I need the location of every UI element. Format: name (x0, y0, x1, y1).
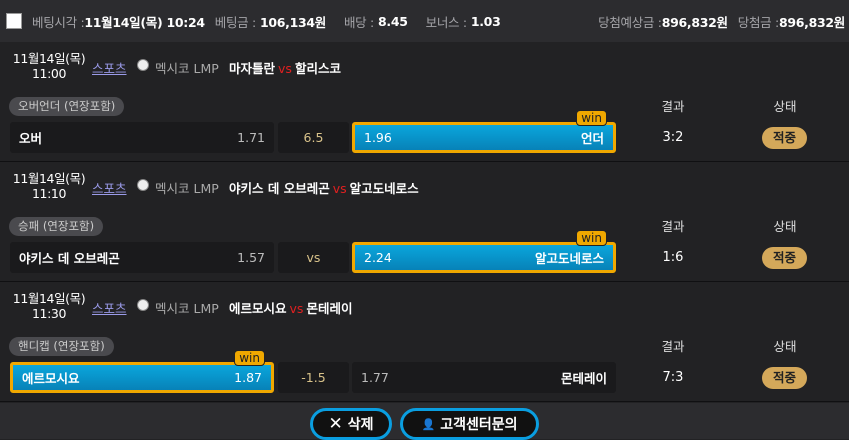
handicap-value: -1.5 (278, 362, 349, 393)
status-badge: 적중 (762, 367, 807, 389)
match-date: 11월14일(목) (12, 171, 86, 186)
match-result: 1:6 (662, 250, 684, 265)
odds: 8.45 (377, 13, 408, 29)
delete-label: 삭제 (347, 417, 374, 433)
bet-item: 11월14일(목) 11:10 스포츠 멕시코 LMP 야키스 데 오브레곤 vs 알… (0, 162, 849, 282)
right-option-name: 몬테레이 (560, 371, 607, 386)
left-option[interactable]: win 에르모시요 1.87 (10, 350, 274, 393)
vs-label: vs (332, 181, 347, 196)
bet-amount-label: 베팅금 : (214, 14, 256, 30)
right-option-odds: 1.96 (364, 130, 392, 145)
select-checkbox[interactable] (6, 13, 22, 29)
handicap-value: vs (278, 242, 349, 273)
match-result: 7:3 (662, 370, 684, 385)
left-option-name: 오버 (19, 131, 43, 146)
home-team: 야키스 데 오브레곤 (229, 181, 330, 196)
handicap-value: 6.5 (278, 122, 349, 153)
home-team: 에르모시요 (229, 301, 287, 316)
baseball-icon (137, 59, 149, 71)
status-badge: 적중 (762, 127, 807, 149)
status-header: 상태 (773, 219, 797, 234)
status-header: 상태 (773, 339, 797, 354)
baseball-icon (137, 299, 149, 311)
match-date: 11월14일(목) (12, 51, 86, 66)
delete-button[interactable]: ✕ 삭제 (310, 408, 392, 440)
match-date: 11월14일(목) (12, 291, 86, 306)
close-icon: ✕ (328, 414, 343, 434)
result-header: 결과 (661, 339, 685, 354)
bet-amount: 106,134원 (259, 14, 326, 30)
bet-time-label: 베팅시각 : (32, 14, 85, 30)
left-option-odds: 1.57 (237, 250, 265, 265)
left-option-odds: 1.71 (237, 130, 265, 145)
match-datetime: 11월14일(목) 11:10 (12, 171, 86, 201)
support-label: 고객센터문의 (440, 417, 518, 433)
status-header: 상태 (773, 99, 797, 114)
customer-support-button[interactable]: 👤 고객센터문의 (400, 408, 539, 440)
bet-item: 11월14일(목) 11:00 스포츠 멕시코 LMP 마자틀란 vs 할리스코 오버… (0, 42, 849, 162)
market-type: 승패 (연장포함) (9, 217, 104, 236)
match-teams: 에르모시요 vs 몬테레이 (229, 298, 352, 317)
away-team: 할리스코 (294, 61, 341, 76)
bet-item: 11월14일(목) 11:30 스포츠 멕시코 LMP 에르모시요 vs 몬테레이 핸… (0, 282, 849, 402)
market-type: 핸디캡 (연장포함) (9, 337, 114, 356)
right-option-odds: 1.77 (361, 370, 389, 385)
status-badge: 적중 (762, 247, 807, 269)
left-option[interactable]: 오버 1.71 (10, 122, 274, 153)
away-team: 알고도네로스 (349, 181, 419, 196)
win-badge: win (234, 350, 265, 366)
sport-link[interactable]: 스포츠 (92, 61, 127, 76)
expected-win: 896,832원 (661, 14, 728, 30)
vs-label: vs (289, 301, 304, 316)
right-option[interactable]: win 2.24 알고도네로스 (352, 230, 616, 273)
sport-link[interactable]: 스포츠 (92, 181, 127, 196)
agent-icon: 👤 (421, 417, 436, 431)
match-teams: 야키스 데 오브레곤 vs 알고도네로스 (229, 178, 419, 197)
right-option[interactable]: win 1.96 언더 (352, 110, 616, 153)
match-time: 11:30 (31, 306, 67, 321)
right-option-name: 언더 (580, 131, 604, 146)
market-type: 오버언더 (연장포함) (9, 97, 125, 116)
league-name: 멕시코 LMP (155, 301, 219, 316)
win-badge: win (576, 110, 607, 126)
baseball-icon (137, 179, 149, 191)
bet-time: 11월14일(목) 10:24 (84, 14, 205, 30)
right-option-name: 알고도네로스 (534, 251, 604, 266)
result-header: 결과 (661, 99, 685, 114)
match-time: 11:00 (31, 66, 67, 81)
right-option-odds: 2.24 (364, 250, 392, 265)
match-teams: 마자틀란 vs 할리스코 (229, 58, 341, 77)
match-datetime: 11월14일(목) 11:00 (12, 51, 86, 81)
left-option-name: 야키스 데 오브레곤 (19, 251, 120, 266)
result-header: 결과 (661, 219, 685, 234)
won-amount: 896,832원 (778, 14, 845, 30)
expected-win-label: 당첨예상금 : (598, 14, 662, 30)
left-option-odds: 1.87 (234, 370, 262, 385)
right-option[interactable]: 1.77 몬테레이 (352, 362, 616, 393)
league-name: 멕시코 LMP (155, 181, 219, 196)
sport-link[interactable]: 스포츠 (92, 301, 127, 316)
away-team: 몬테레이 (306, 301, 353, 316)
left-option-name: 에르모시요 (22, 371, 80, 386)
footer: ✕ 삭제 👤 고객센터문의 (0, 403, 849, 440)
match-result: 3:2 (662, 130, 684, 145)
home-team: 마자틀란 (229, 61, 276, 76)
match-datetime: 11월14일(목) 11:30 (12, 291, 86, 321)
match-time: 11:10 (31, 186, 67, 201)
bet-summary-header: 베팅시각 : 11월14일(목) 10:24 베팅금 : 106,134원 배당… (0, 0, 849, 42)
vs-label: vs (278, 61, 292, 76)
league-name: 멕시코 LMP (155, 61, 219, 76)
bonus-label: 보너스 : (425, 14, 467, 30)
bonus: 1.03 (470, 13, 501, 29)
left-option[interactable]: 야키스 데 오브레곤 1.57 (10, 242, 274, 273)
odds-label: 배당 : (343, 14, 374, 30)
win-badge: win (576, 230, 607, 246)
won-amount-label: 당첨금 : (737, 14, 779, 30)
